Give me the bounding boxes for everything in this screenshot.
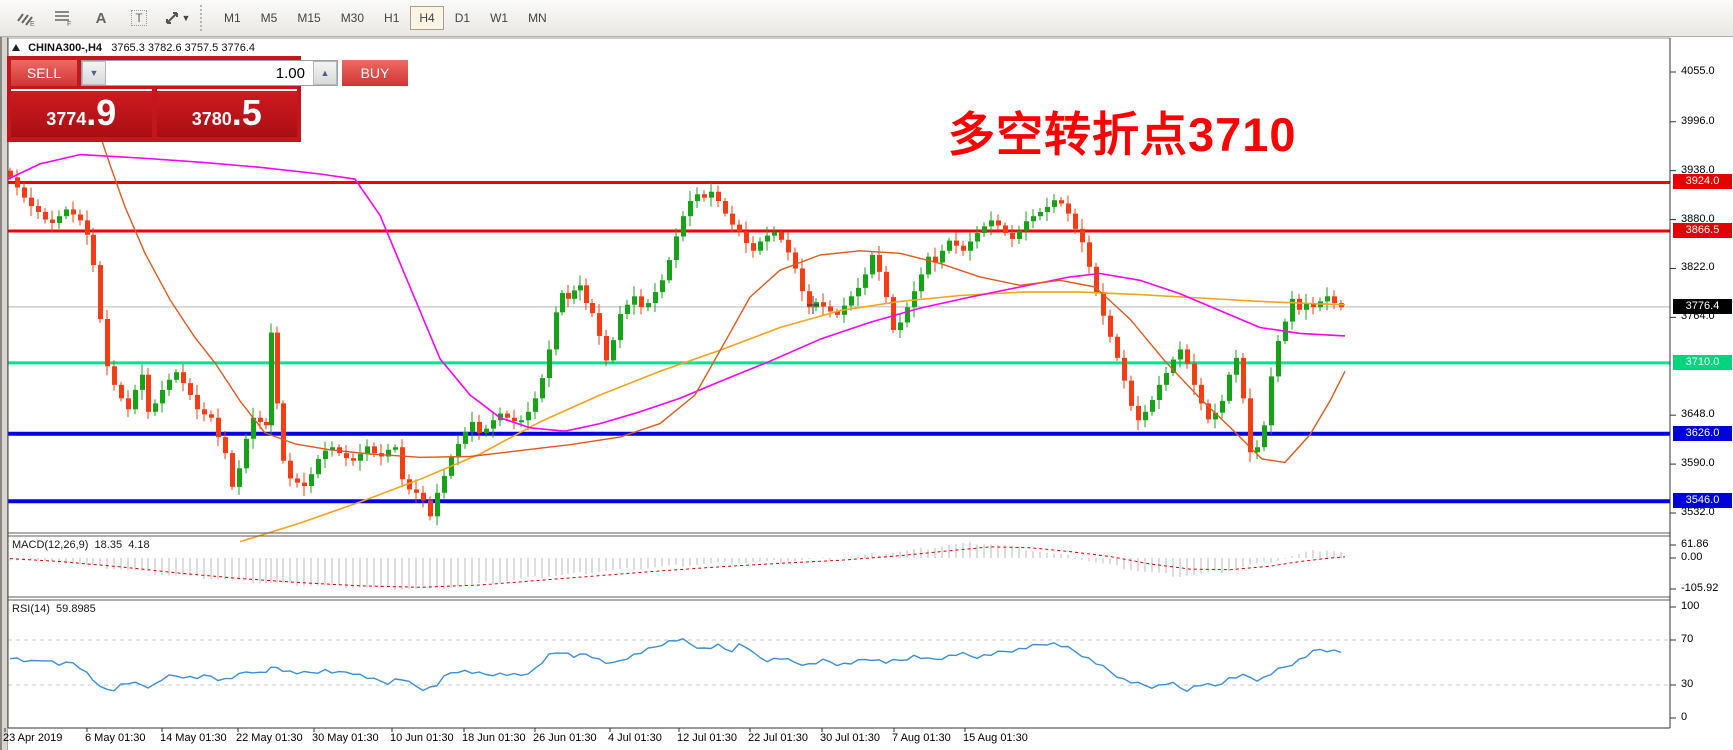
price-axis-label: 3822.0 [1681, 261, 1715, 274]
price-axis-label: 3938.0 [1681, 163, 1715, 176]
rsi-value: 59.8985 [56, 603, 96, 615]
tab-timeframe-d1[interactable]: D1 [454, 11, 471, 25]
tab-timeframe-w1[interactable]: W1 [490, 11, 509, 25]
chart-annotation-text: 多空转折点3710 [948, 108, 1297, 161]
price-axis-label: 3880.0 [1681, 212, 1715, 225]
macd-signal-value: 4.18 [128, 539, 150, 551]
tab-timeframe-h4[interactable]: H4 [410, 6, 444, 30]
indicator-axis-label: 70 [1681, 633, 1694, 645]
arrange-objects-icon[interactable]: ▼ [159, 3, 195, 33]
tab-timeframe-m5[interactable]: M5 [260, 11, 278, 25]
buy-price-int: 3780 [191, 109, 232, 129]
price-level-badge: 3710.0 [1673, 354, 1732, 370]
ma-mid-vermillion [94, 119, 1346, 464]
date-axis-label: 30 May 01:30 [312, 732, 379, 744]
current-price-badge: 3776.4 [1673, 298, 1732, 314]
macd-label: MACD(12,26,9) 18.35 4.18 [12, 539, 150, 551]
date-axis-label: 4 Jul 01:30 [608, 732, 662, 744]
volume-group: ▼ ▲ [81, 60, 338, 86]
one-click-trade-panel: SELL ▼ ▲ BUY 3774 .9 3780 .5 [7, 56, 408, 142]
text-box-icon[interactable]: T [121, 3, 157, 33]
tab-timeframe-m1[interactable]: M1 [224, 11, 241, 25]
ma-fast-orange [239, 291, 1346, 543]
date-axis-label: 26 Jun 01:30 [533, 732, 597, 744]
price-axis-label: 3996.0 [1681, 114, 1715, 127]
ohlc-high: 3782.6 [147, 42, 182, 54]
symbol-header: CHINA300-,H4 3765.3 3782.6 3757.5 3776.4 [12, 42, 255, 54]
date-axis-label: 22 May 01:30 [236, 732, 303, 744]
volume-input[interactable] [106, 61, 313, 85]
date-axis-label: 6 May 01:30 [85, 732, 146, 744]
indicator-axis-label: 100 [1681, 600, 1700, 612]
indicator-grid-icon[interactable]: F [45, 3, 81, 33]
price-axis-label: 3532.0 [1681, 506, 1715, 518]
date-axis-label: 14 May 01:30 [160, 732, 227, 744]
tab-timeframe-m30[interactable]: M30 [340, 11, 365, 25]
volume-increase-button[interactable]: ▲ [313, 61, 337, 85]
date-axis-label: 18 Jun 01:30 [462, 732, 526, 744]
indicator-axis-label: 61.86 [1681, 538, 1709, 550]
sell-button[interactable]: SELL [11, 60, 77, 86]
sell-price-int: 3774 [46, 109, 87, 129]
price-level-badge: 3546.0 [1673, 493, 1732, 509]
price-axis-label: 3648.0 [1681, 408, 1715, 421]
indicator-axis-label: -105.92 [1681, 582, 1719, 594]
price-axis-label: 4055.0 [1681, 65, 1715, 77]
tab-timeframe-h1[interactable]: H1 [384, 11, 400, 25]
date-axis-label: 12 Jul 01:30 [677, 732, 737, 744]
rsi-label: RSI(14) 59.8985 [12, 603, 96, 615]
symbol-collapse-icon [12, 44, 20, 51]
toolbar: E F A T ▼ M1 M5 M15 M30 H1 H4 D1 W1 MN [0, 0, 1733, 37]
macd-value: 18.35 [94, 539, 123, 551]
indicator-axis-label: 30 [1681, 678, 1694, 690]
text-label-icon[interactable]: A [95, 9, 107, 27]
buy-price-tile[interactable]: 3780 .5 [156, 89, 297, 137]
buy-button[interactable]: BUY [342, 60, 408, 86]
date-axis-label: 22 Jul 01:30 [748, 732, 808, 744]
date-axis-label: 7 Aug 01:30 [892, 732, 951, 744]
volume-decrease-button[interactable]: ▼ [82, 61, 106, 85]
sell-price-frac: .9 [86, 92, 117, 133]
date-axis-label: 15 Aug 01:30 [963, 732, 1028, 744]
price-level-badge: 3626.0 [1673, 425, 1732, 441]
symbol-name: CHINA300-,H4 [28, 42, 103, 54]
ohlc-close: 3776.4 [221, 42, 256, 54]
price-level-badge: 3866.5 [1673, 222, 1732, 238]
icon-sub-e: E [30, 21, 35, 27]
buy-price-frac: .5 [231, 92, 262, 133]
price-axis-label: 3590.0 [1681, 457, 1715, 470]
tab-timeframe-mn[interactable]: MN [528, 11, 547, 25]
indicator-axis-label: 0.00 [1681, 551, 1703, 563]
ma-slow-magenta [7, 153, 1346, 432]
chevron-down-icon: ▼ [181, 13, 191, 23]
date-axis-label: 10 Jun 01:30 [390, 732, 454, 744]
ohlc-open: 3765.3 [111, 42, 145, 54]
sell-price-tile[interactable]: 3774 .9 [11, 89, 152, 137]
date-axis-label: 23 Apr 2019 [3, 732, 63, 744]
indicator-axis-label: 0 [1681, 711, 1688, 723]
price-level-badge: 3924.0 [1673, 174, 1732, 190]
date-axis-label: 30 Jul 01:30 [820, 732, 880, 744]
toolbar-separator [200, 5, 210, 31]
chart-window-icon[interactable]: E [7, 3, 43, 33]
ohlc-low: 3757.5 [184, 42, 219, 54]
icon-sub-f: F [67, 21, 71, 27]
tab-timeframe-m15[interactable]: M15 [297, 11, 321, 25]
